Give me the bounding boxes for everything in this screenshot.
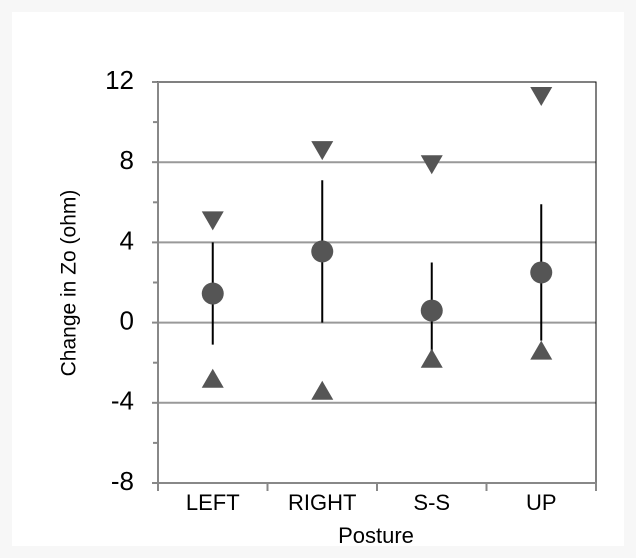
min-marker (201, 368, 224, 388)
mean-marker (530, 261, 553, 284)
max-marker (201, 211, 224, 231)
max-marker (420, 155, 443, 175)
y-tick-label: -4 (111, 386, 134, 416)
x-axis-label: Posture (338, 523, 414, 548)
x-tick-label: UP (526, 490, 557, 515)
x-tick-label: S-S (413, 490, 450, 515)
mean-marker (201, 282, 224, 305)
min-marker (420, 348, 443, 368)
mean-marker (311, 240, 334, 263)
x-tick-label: RIGHT (288, 490, 356, 515)
y-tick-label: -8 (111, 466, 134, 496)
y-tick-label: 0 (120, 305, 134, 335)
y-tick-label: 8 (120, 145, 134, 175)
max-marker (530, 87, 553, 107)
plot-background (12, 12, 624, 546)
mean-marker (420, 299, 443, 322)
min-marker (311, 380, 334, 400)
y-axis-label: Change in Zo (ohm) (58, 190, 81, 377)
y-tick-label: 12 (105, 65, 134, 95)
y-tick-label: 4 (120, 225, 134, 255)
max-marker (311, 141, 334, 161)
min-marker (530, 340, 553, 360)
x-tick-label: LEFT (186, 490, 240, 515)
